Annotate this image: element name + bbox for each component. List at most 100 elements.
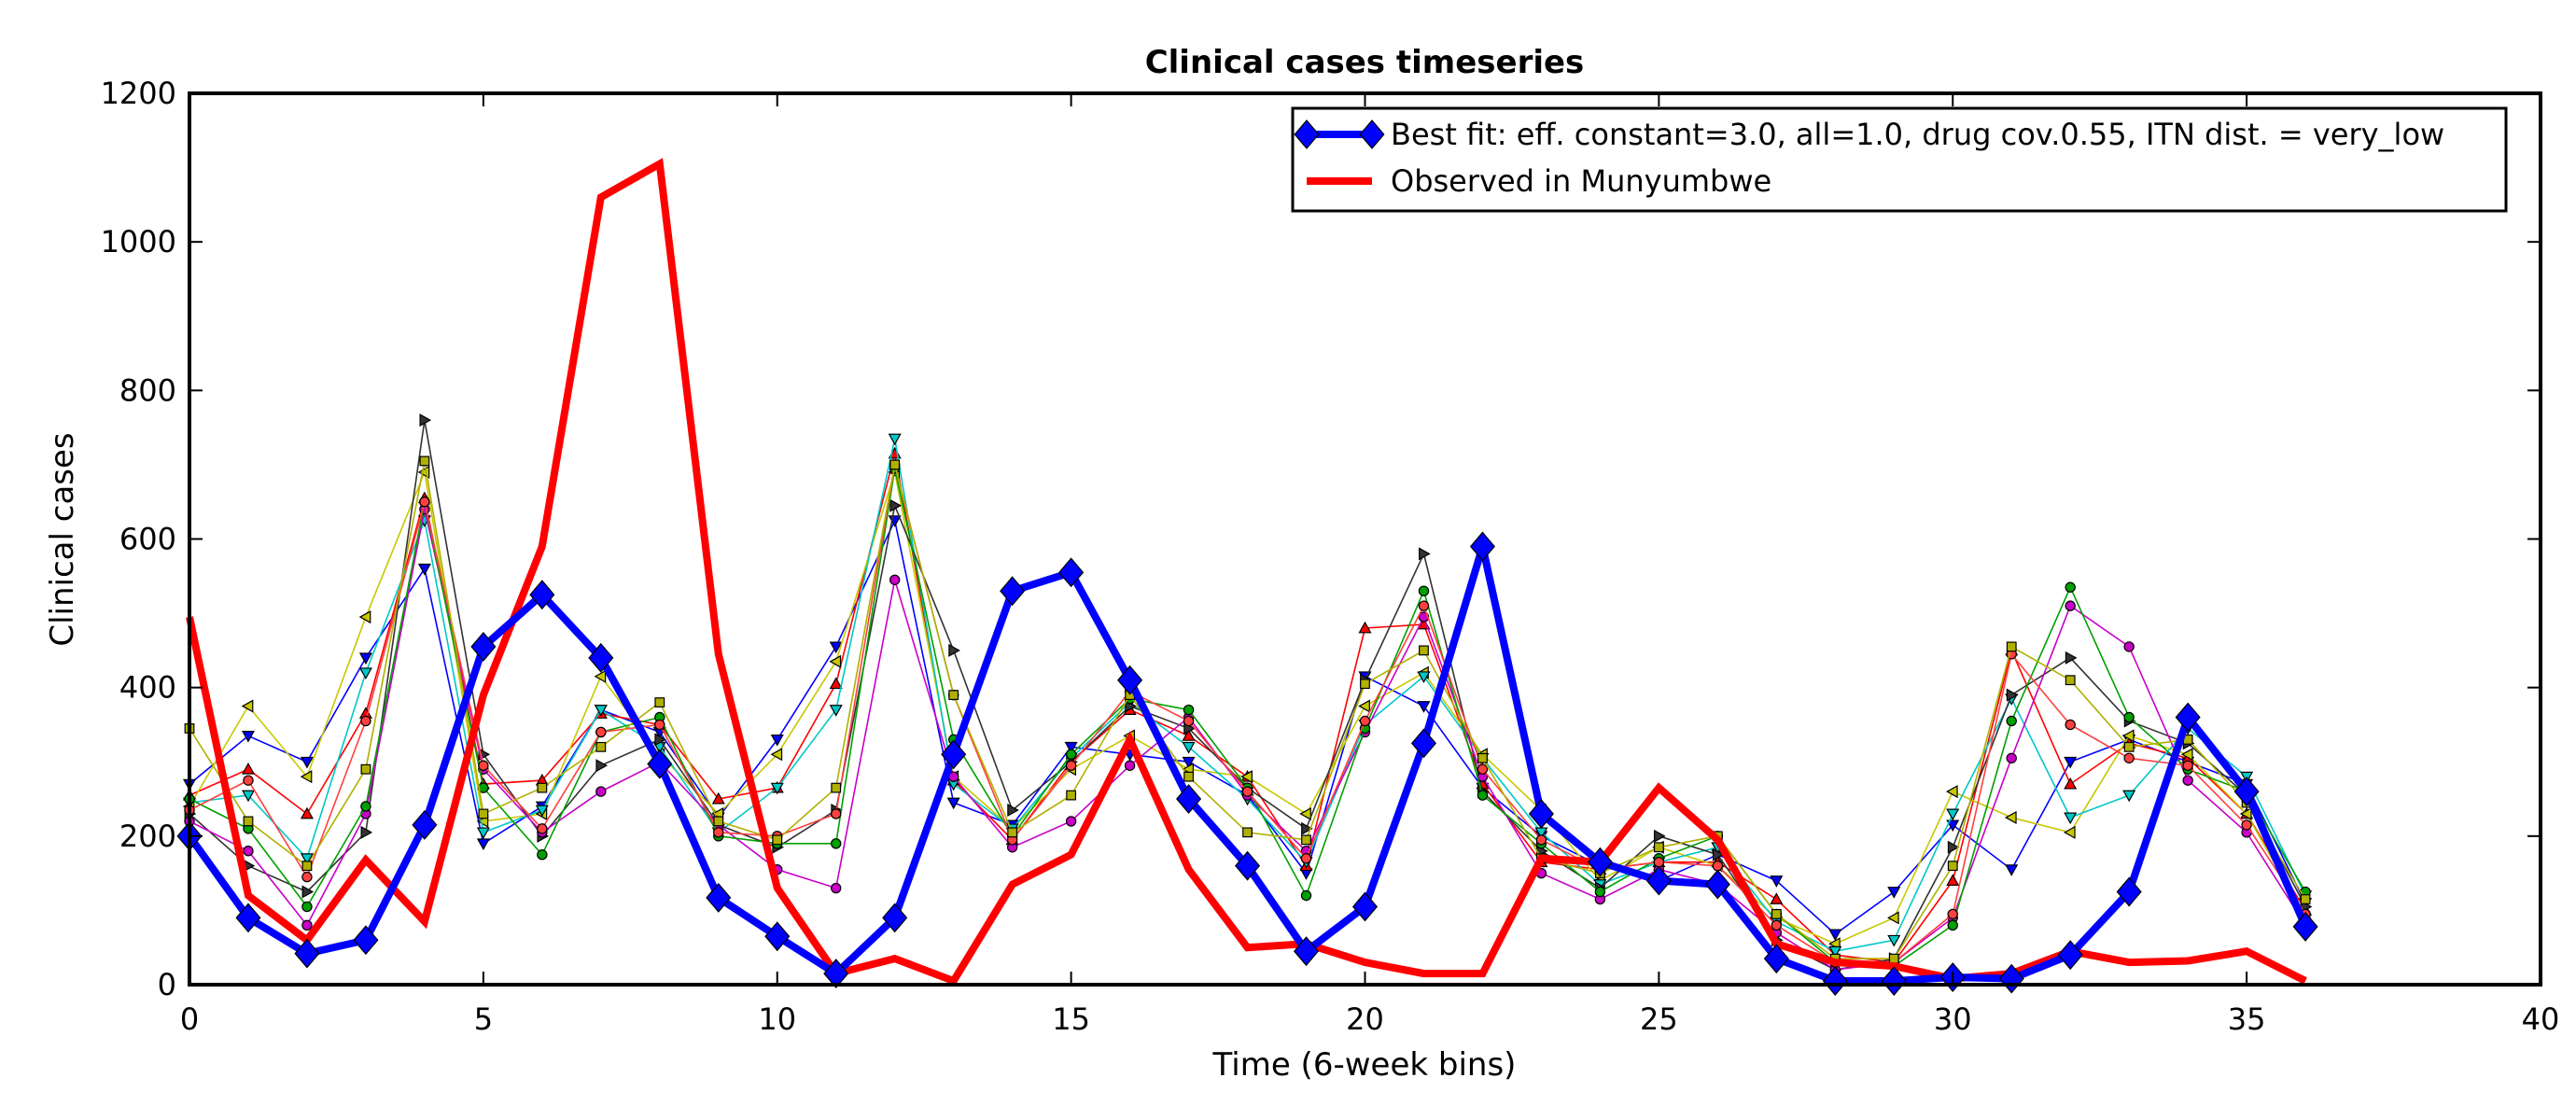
data-point	[1241, 786, 1253, 797]
data-point	[1360, 679, 1370, 690]
data-point	[1712, 860, 1724, 872]
data-point	[823, 959, 849, 988]
data-point	[2123, 641, 2135, 652]
data-point	[2005, 864, 2019, 876]
data-point	[2065, 651, 2078, 665]
x-axis-label: Time (6-week bins)	[1212, 1046, 1517, 1084]
legend-box	[1291, 106, 2508, 213]
data-point	[243, 816, 254, 827]
data-point	[1947, 908, 1958, 920]
x-tick-label: 15	[1052, 1001, 1090, 1037]
data-point	[1117, 665, 1143, 695]
data-point	[2182, 775, 2193, 786]
data-point	[2004, 810, 2017, 824]
data-point	[1124, 760, 1136, 771]
data-point	[1294, 119, 1320, 149]
data-point	[529, 580, 555, 610]
series-line	[189, 460, 2306, 959]
data-point	[1417, 671, 1431, 683]
data-point	[2006, 688, 2019, 702]
data-point	[831, 808, 842, 819]
data-point	[772, 834, 783, 846]
data-point	[358, 610, 371, 624]
data-point	[241, 790, 255, 803]
data-point	[1183, 771, 1194, 782]
data-point	[1418, 585, 1430, 596]
series-line	[186, 531, 2309, 985]
data-point	[770, 782, 784, 795]
data-point	[300, 770, 313, 784]
data-point	[941, 739, 967, 770]
y-axis-label: Clinical cases	[44, 432, 81, 646]
data-point	[1947, 919, 1958, 931]
data-point	[1183, 715, 1195, 727]
data-point	[1182, 756, 1196, 769]
data-point	[478, 760, 489, 771]
data-point	[2123, 741, 2135, 752]
x-tick-label: 5	[474, 1001, 493, 1037]
data-point	[537, 849, 548, 861]
data-point	[241, 699, 254, 713]
data-point	[412, 809, 438, 840]
data-point	[1771, 919, 1783, 931]
data-point	[1418, 600, 1430, 611]
data-point	[647, 749, 673, 779]
data-point	[1594, 886, 1606, 898]
data-point	[1299, 806, 1311, 820]
data-point	[1007, 827, 1018, 838]
data-point	[1301, 834, 1311, 846]
data-point	[476, 827, 490, 840]
data-point	[1064, 741, 1078, 754]
series-10	[184, 455, 2311, 964]
data-point	[654, 733, 667, 747]
data-point	[2239, 806, 2252, 820]
plot-area	[176, 91, 2542, 996]
data-point	[417, 563, 431, 576]
series-6	[184, 413, 2313, 977]
data-point	[1176, 784, 1202, 814]
data-point	[2065, 675, 2076, 686]
data-point	[1828, 945, 1842, 959]
data-point	[831, 782, 842, 793]
data-point	[353, 925, 379, 956]
data-point	[2065, 719, 2076, 731]
data-point	[829, 677, 843, 690]
data-point	[948, 643, 960, 657]
data-point	[1653, 842, 1664, 853]
data-point	[1007, 803, 1019, 817]
series-0	[176, 531, 2318, 996]
data-point	[1419, 645, 1429, 656]
data-point	[2241, 819, 2252, 831]
data-point	[829, 705, 843, 717]
data-point	[1828, 929, 1842, 942]
data-point	[1653, 856, 1665, 868]
data-point	[2123, 752, 2135, 763]
data-point	[2182, 760, 2193, 771]
series-line	[189, 468, 2306, 967]
data-point	[595, 759, 609, 773]
data-point	[1182, 729, 1196, 741]
data-point	[1065, 816, 1077, 827]
data-point	[2064, 812, 2078, 825]
data-point	[1881, 966, 1907, 996]
x-tick-label: 25	[1640, 1001, 1678, 1037]
data-point	[1417, 701, 1431, 713]
data-point	[1240, 770, 1253, 784]
data-point	[1587, 847, 1613, 877]
data-point	[360, 825, 373, 839]
data-point	[358, 667, 372, 679]
data-point	[1065, 760, 1077, 771]
data-point	[1528, 799, 1554, 829]
data-point	[301, 919, 313, 931]
data-point	[1704, 869, 1730, 900]
data-point	[1058, 557, 1085, 588]
data-point	[2292, 911, 2318, 942]
data-point	[301, 901, 313, 913]
data-point	[294, 938, 320, 969]
data-point	[1946, 874, 1960, 886]
data-point	[1477, 752, 1488, 763]
data-point	[2116, 876, 2142, 907]
x-tick-label: 0	[180, 1001, 199, 1037]
x-axis: 0 5 10 15 20 25 30 35 40	[180, 93, 2559, 1037]
data-point	[711, 791, 725, 805]
